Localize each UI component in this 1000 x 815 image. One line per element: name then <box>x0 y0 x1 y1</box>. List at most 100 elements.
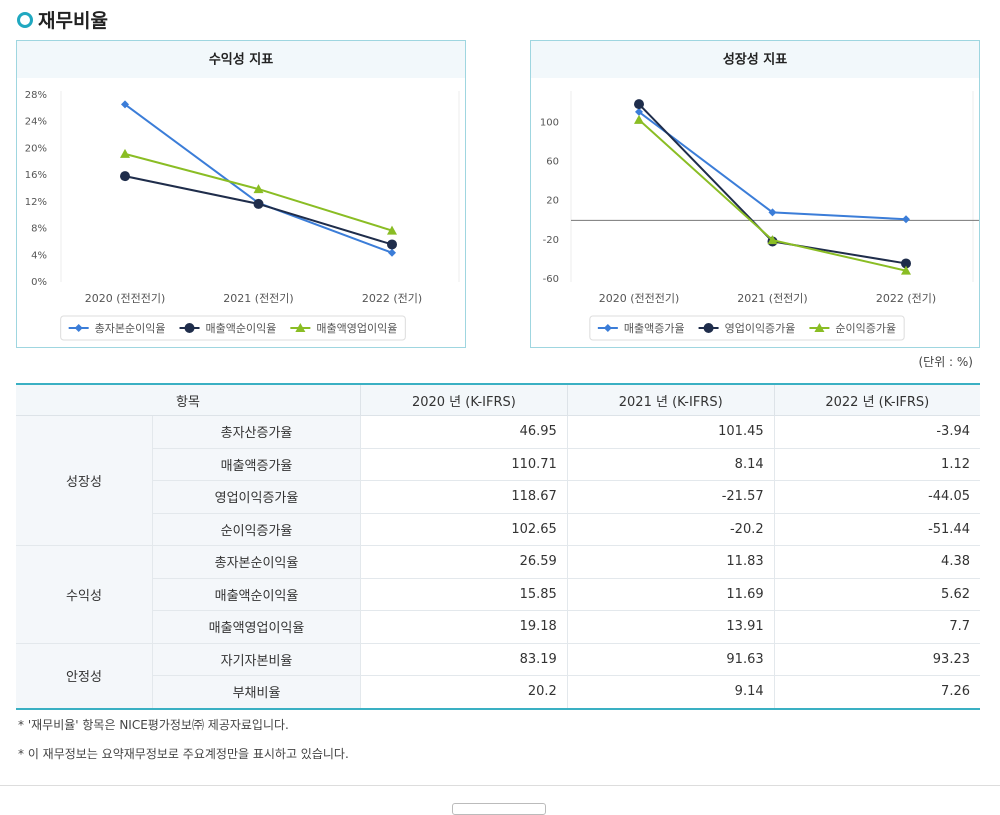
legend-item: 매출액증가율 <box>597 322 685 335</box>
y-tick-label: 28% <box>25 90 47 101</box>
marker <box>388 248 396 257</box>
legend-item: 매출액영업이익율 <box>290 322 397 335</box>
table-row: 매출액순이익율 15.85 11.69 5.62 <box>16 578 980 611</box>
y-tick-label: 20% <box>25 143 47 154</box>
chart: 성장성 지표 -60 -20 20 60 100 2020 (전전전기) 2021 (전전기)… <box>531 41 979 341</box>
value-cell: 118.67 <box>360 480 568 514</box>
legend-box <box>60 315 406 341</box>
table-row: 매출액증가율 110.71 8.14 1.12 <box>16 448 980 481</box>
marker <box>253 198 264 209</box>
chart-box: 수익성 지표 0% 4% 8% 12% 16% 20% 24% 28% 2020 (전전전기) 20… <box>16 40 466 348</box>
legend-box <box>589 315 905 341</box>
marker <box>120 148 130 158</box>
x-tick-label: 2021 (전전기) <box>737 292 807 305</box>
group-cell: 성장성 <box>16 415 153 546</box>
x-tick-label: 2020 (전전전기) <box>85 292 166 305</box>
marker <box>603 324 612 332</box>
y-tick-label: 16% <box>25 170 47 181</box>
title-icon <box>17 12 33 28</box>
value-cell: -20.2 <box>566 513 775 546</box>
marker <box>902 215 910 224</box>
marker <box>253 184 264 194</box>
marker <box>387 225 397 235</box>
value-cell: 110.71 <box>360 448 568 481</box>
legend-item: 영업이익증가율 <box>698 322 796 335</box>
value-cell: 9.14 <box>566 675 775 709</box>
y-tick-label: 0% <box>31 277 47 288</box>
y-tick-label: 20 <box>546 196 559 207</box>
section-title: 재무비율 <box>38 10 108 32</box>
header-cell: 항목 <box>16 384 361 416</box>
chart-header <box>531 41 979 78</box>
marker <box>768 208 777 217</box>
note: * '재무비율' 항목은 NICE평가정보㈜ 제공자료입니다. <box>18 718 289 732</box>
table-row: 매출액영업이익율 19.18 13.91 7.7 <box>16 610 980 644</box>
item-cell: 영업이익증가율 <box>152 480 361 514</box>
table-row: 수익성 총자본순이익율 26.59 11.83 4.38 <box>16 545 980 644</box>
marker <box>901 258 911 269</box>
legend-item: 매출액순이익율 <box>179 322 276 335</box>
marker <box>184 323 195 333</box>
chart-header <box>17 41 465 78</box>
legend-label: 영업이익증가율 <box>725 322 796 335</box>
y-tick-label: -60 <box>543 274 559 285</box>
y-tick-label: 12% <box>25 197 47 208</box>
y-tick-label: -20 <box>543 235 559 246</box>
item-cell: 자기자본비율 <box>152 643 361 676</box>
marker <box>767 235 778 245</box>
value-cell: 91.63 <box>566 643 775 676</box>
value-cell: 4.38 <box>773 545 980 579</box>
marker <box>901 265 911 275</box>
table-row: 부채비율 20.2 9.14 7.26 <box>16 675 980 709</box>
value-cell: 7.7 <box>773 610 980 644</box>
item-cell: 매출액영업이익율 <box>152 610 361 644</box>
group-cell: 수익성 <box>16 545 153 644</box>
series-line <box>124 103 393 254</box>
marker <box>295 323 306 332</box>
x-tick-label: 2021 (전전기) <box>223 292 293 305</box>
group-cell: 안정성 <box>16 643 153 709</box>
y-tick-label: 24% <box>25 117 47 128</box>
value-cell: 102.65 <box>360 513 568 546</box>
chart-title: 수익성 지표 <box>209 52 273 68</box>
item-cell: 부채비율 <box>152 675 361 709</box>
table-row: 순이익증가율 102.65 -20.2 -51.44 <box>16 513 980 546</box>
marker <box>74 324 83 332</box>
marker <box>634 114 644 124</box>
unit-note: (단위 : %) <box>918 355 973 369</box>
header-row: 항목 2020 년 (K-IFRS) 2021 년 (K-IFRS) 2022 년 (… <box>16 384 980 416</box>
y-tick-label: 4% <box>31 250 47 261</box>
item-cell: 순이익증가율 <box>152 513 361 546</box>
value-cell: 13.91 <box>566 610 775 644</box>
marker <box>387 239 397 250</box>
header-cell: 2022 년 (K-IFRS) <box>773 384 980 416</box>
value-cell: -3.94 <box>773 415 980 449</box>
x-tick-label: 2022 (전기) <box>876 292 936 305</box>
item-cell: 총자산증가율 <box>152 415 361 449</box>
legend-label: 총자본순이익율 <box>95 322 166 335</box>
value-cell: 93.23 <box>773 643 980 676</box>
item-cell: 매출액증가율 <box>152 448 361 481</box>
value-cell: 19.18 <box>360 610 568 644</box>
value-cell: 5.62 <box>773 578 980 611</box>
series-line <box>638 111 907 221</box>
table-row: 안정성 자기자본비율 83.19 91.63 93.23 <box>16 643 980 709</box>
y-tick-label: 60 <box>546 157 559 168</box>
value-cell: 8.14 <box>566 448 775 481</box>
button[interactable] <box>452 803 546 815</box>
value-cell: 11.69 <box>566 578 775 611</box>
item-cell: 매출액순이익율 <box>152 578 361 611</box>
y-tick-label: 100 <box>540 117 559 128</box>
value-cell: -21.57 <box>566 480 775 514</box>
value-cell: 1.12 <box>773 448 980 481</box>
header-cell: 2020 년 (K-IFRS) <box>360 384 568 416</box>
legend-label: 순이익증가율 <box>835 322 896 335</box>
value-cell: 46.95 <box>360 415 568 449</box>
legend: 매출액증가율 영업이익증가율 순이익증가율 <box>589 315 905 341</box>
value-cell: 26.59 <box>360 545 568 579</box>
value-cell: 83.19 <box>360 643 568 676</box>
x-tick-label: 2022 (전기) <box>362 292 422 305</box>
legend-item: 총자본순이익율 <box>68 322 166 335</box>
x-tick-label: 2020 (전전전기) <box>599 292 680 305</box>
